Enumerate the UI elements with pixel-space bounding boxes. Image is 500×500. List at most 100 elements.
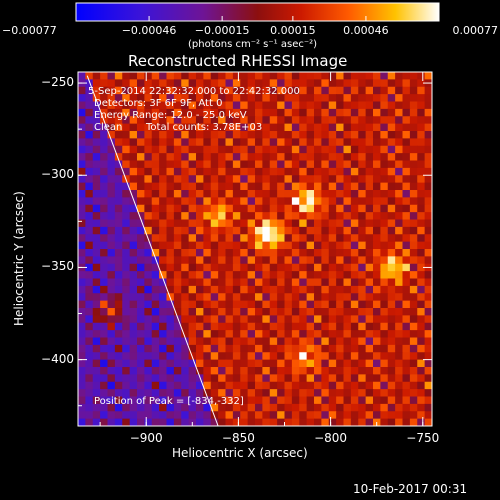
- heatmap-cell: [328, 101, 337, 110]
- heatmap-cell: [203, 344, 212, 353]
- heatmap-cell: [402, 182, 411, 191]
- heatmap-cell: [277, 263, 286, 272]
- heatmap-cell: [173, 175, 182, 184]
- heatmap-cell: [144, 79, 153, 88]
- heatmap-cell: [85, 108, 94, 117]
- heatmap-cell: [203, 79, 212, 88]
- heatmap-cell: [232, 285, 241, 294]
- heatmap-cell: [137, 182, 145, 191]
- heatmap-cell: [218, 396, 227, 405]
- heatmap-cell: [151, 123, 160, 132]
- heatmap-cell: [328, 403, 337, 412]
- heatmap-cell: [122, 145, 131, 154]
- heatmap-cell: [409, 315, 418, 324]
- heatmap-cell: [365, 226, 374, 235]
- heatmap-cell: [291, 315, 300, 324]
- heatmap-cell: [196, 94, 204, 103]
- heatmap-cell: [321, 396, 330, 405]
- heatmap-cell: [402, 389, 411, 398]
- heatmap-cell: [92, 241, 101, 250]
- heatmap-cell: [277, 234, 286, 243]
- heatmap-cell: [409, 190, 418, 198]
- heatmap-cell: [314, 300, 322, 309]
- heatmap-cell: [255, 381, 263, 390]
- heatmap-cell: [129, 293, 138, 302]
- heatmap-cell: [247, 190, 256, 198]
- heatmap-cell: [203, 167, 212, 176]
- heatmap-cell: [380, 271, 389, 280]
- heatmap-cell: [321, 322, 330, 331]
- heatmap-cell: [343, 322, 352, 331]
- heatmap-cell: [151, 101, 160, 110]
- heatmap-cell: [380, 263, 389, 272]
- heatmap-cell: [336, 94, 345, 103]
- heatmap-cell: [299, 160, 308, 169]
- heatmap-cell: [380, 278, 389, 287]
- heatmap-cell: [321, 293, 330, 302]
- heatmap-cell: [107, 271, 116, 280]
- heatmap-cell: [181, 249, 190, 257]
- heatmap-cell: [114, 300, 123, 309]
- heatmap-cell: [291, 322, 300, 331]
- heatmap-cell: [395, 212, 404, 221]
- heatmap-cell: [225, 175, 234, 184]
- heatmap-cell: [380, 234, 389, 243]
- heatmap-cell: [365, 411, 374, 420]
- heatmap-cell: [262, 374, 271, 383]
- heatmap-cell: [336, 145, 345, 154]
- heatmap-cell: [402, 381, 411, 390]
- heatmap-cell: [188, 204, 197, 213]
- heatmap-cell: [92, 344, 101, 353]
- heatmap-cell: [173, 256, 182, 265]
- heatmap-cell: [196, 108, 204, 117]
- heatmap-cell: [314, 197, 322, 206]
- heatmap-cell: [336, 389, 345, 398]
- heatmap-cell: [100, 396, 109, 405]
- heatmap-cell: [218, 263, 227, 272]
- heatmap-cell: [373, 381, 381, 390]
- heatmap-cell: [188, 86, 197, 95]
- heatmap-cell: [114, 293, 123, 302]
- heatmap-cell: [240, 249, 249, 257]
- heatmap-cell: [144, 315, 153, 324]
- heatmap-cell: [151, 167, 160, 176]
- heatmap-cell: [137, 116, 145, 125]
- heatmap-cell: [255, 256, 263, 265]
- heatmap-cell: [424, 160, 432, 169]
- heatmap-cell: [350, 315, 359, 324]
- heatmap-cell: [144, 249, 153, 257]
- heatmap-cell: [114, 389, 123, 398]
- heatmap-cell: [100, 263, 109, 272]
- heatmap-cell: [210, 226, 219, 235]
- heatmap-cell: [210, 182, 219, 191]
- heatmap-cell: [373, 263, 381, 272]
- heatmap-cell: [188, 79, 197, 88]
- heatmap-cell: [255, 79, 263, 88]
- heatmap-cell: [247, 234, 256, 243]
- heatmap-cell: [328, 86, 337, 95]
- heatmap-cell: [92, 389, 101, 398]
- heatmap-cell: [314, 418, 322, 426]
- heatmap-cell: [137, 308, 145, 316]
- heatmap-cell: [107, 123, 116, 132]
- heatmap-cell: [365, 374, 374, 383]
- heatmap-cell: [299, 101, 308, 110]
- heatmap-cell: [137, 175, 145, 184]
- heatmap-cell: [173, 322, 182, 331]
- heatmap-cell: [328, 352, 337, 361]
- heatmap-cell: [181, 160, 190, 169]
- heatmap-cell: [358, 271, 367, 280]
- heatmap-cell: [424, 293, 432, 302]
- heatmap-cell: [343, 308, 352, 316]
- heatmap-cell: [350, 234, 359, 243]
- heatmap-cell: [218, 167, 227, 176]
- heatmap-cell: [314, 352, 322, 361]
- heatmap-cell: [92, 123, 101, 132]
- heatmap-cell: [85, 278, 94, 287]
- heatmap-cell: [373, 72, 381, 80]
- heatmap-cell: [269, 308, 278, 316]
- heatmap-cell: [85, 330, 94, 339]
- heatmap-cell: [247, 315, 256, 324]
- heatmap-cell: [417, 86, 426, 95]
- heatmap-cell: [247, 145, 256, 154]
